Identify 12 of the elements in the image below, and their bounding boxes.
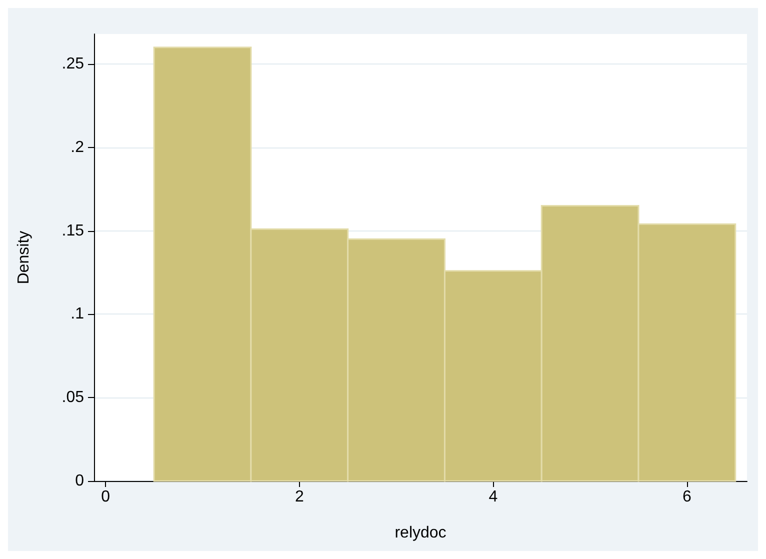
y-tick-label: 0 [75,472,84,490]
x-tick-label: 2 [294,488,304,506]
y-tick-label: .05 [62,389,84,406]
x-tick-label: 6 [682,488,692,506]
x-tick-label: 4 [488,488,498,506]
y-axis-title: Density [16,230,32,284]
x-axis-title: relydoc [394,524,446,542]
x-tick-label: 0 [101,488,110,506]
y-tick-label: .25 [62,56,84,73]
y-tick-label: .2 [70,138,84,156]
y-tick-label: .1 [70,306,84,323]
y-tick-label: .15 [62,222,84,240]
